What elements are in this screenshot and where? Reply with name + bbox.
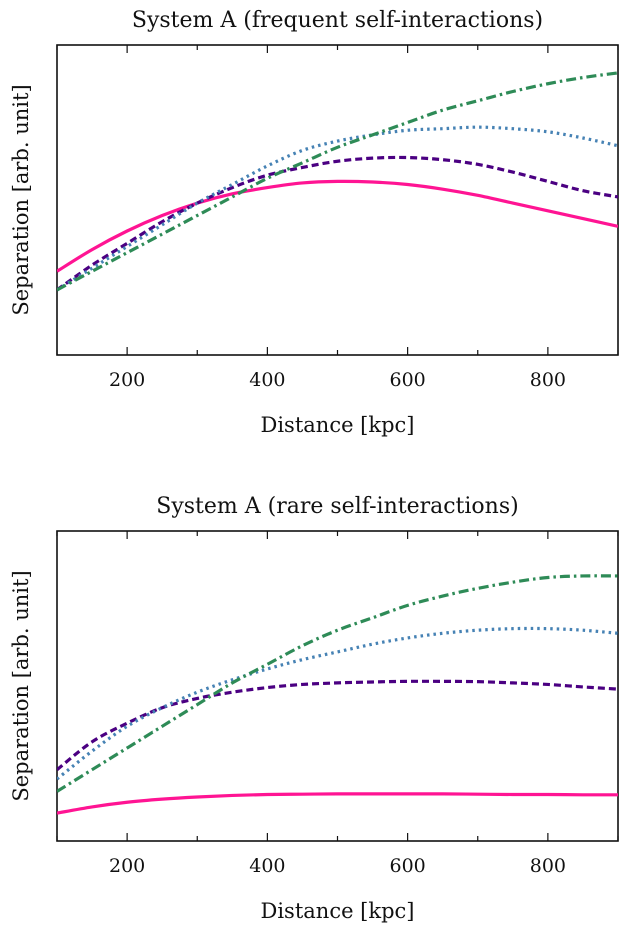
- x-tick-label: 600: [389, 855, 425, 877]
- x-tick-label: 800: [530, 369, 566, 391]
- series-line-dotted: [57, 125, 618, 292]
- x-tick-label: 200: [109, 369, 145, 391]
- x-tick-label: 400: [249, 369, 285, 391]
- y-axis-label: Separation [arb. unit]: [9, 570, 33, 801]
- x-axis-label: Distance [kpc]: [261, 899, 415, 923]
- plot-frame: [56, 44, 619, 356]
- chart-panel-2: System A (rare self-interactions) 200 400 6…: [9, 494, 619, 923]
- chart-panel-1: System A (frequent self-interactions) 200…: [9, 8, 619, 437]
- series-line-dashdot: [57, 71, 618, 292]
- chart-title: System A (frequent self-interactions): [132, 8, 543, 33]
- x-tick-label: 200: [109, 855, 145, 877]
- series-line-solid: [57, 792, 618, 815]
- y-axis-label: Separation [arb. unit]: [9, 84, 33, 315]
- series-line-dashed: [57, 155, 618, 292]
- series-line-dotted: [57, 626, 618, 781]
- series-line-dashdot: [57, 574, 618, 793]
- x-tick-label: 400: [249, 855, 285, 877]
- x-tick-label: 800: [530, 855, 566, 877]
- chart-title: System A (rare self-interactions): [156, 494, 518, 519]
- series-line-solid: [57, 179, 618, 273]
- x-tick-label: 600: [389, 369, 425, 391]
- x-axis-label: Distance [kpc]: [261, 413, 415, 437]
- series-line-dashed: [57, 679, 618, 771]
